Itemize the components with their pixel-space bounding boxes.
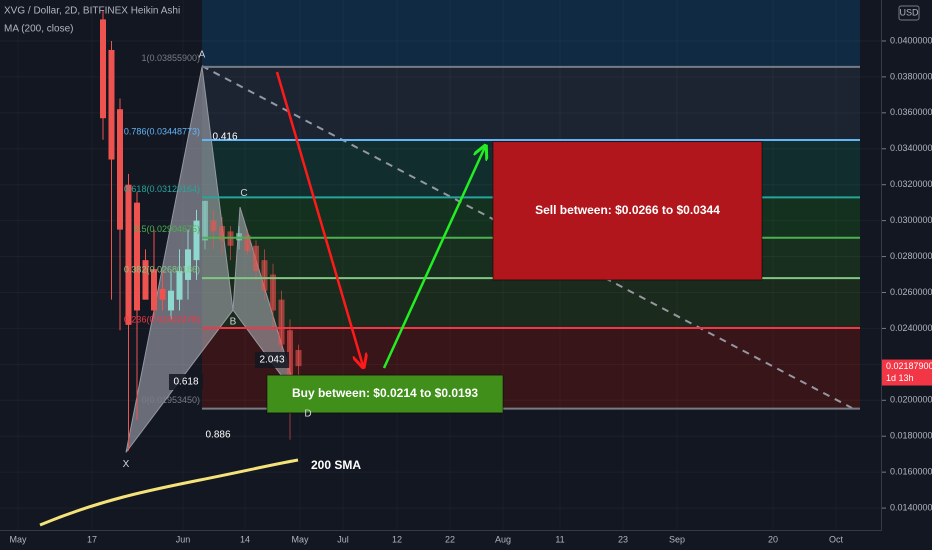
zone-box <box>492 141 763 281</box>
candle-body <box>134 202 140 311</box>
symbol-title: XVG / Dollar, 2D, BITFINEX Heikin Ashi <box>4 6 180 17</box>
y-tick-label: 0.04000000 <box>890 35 932 45</box>
x-tick-label: 22 <box>445 534 455 544</box>
ma-label: 200 SMA <box>311 458 361 472</box>
currency-box <box>898 5 920 21</box>
pattern-point-label: B <box>230 317 237 328</box>
fib-band <box>202 0 860 67</box>
candle-body <box>202 200 208 241</box>
ratio-label: 0.886 <box>205 430 230 441</box>
candle-body <box>185 249 191 280</box>
x-tick-label: May <box>9 534 27 544</box>
x-tick-label: 20 <box>768 534 778 544</box>
fib-label: 0.5(0.02904675) <box>134 224 200 234</box>
last-price-box <box>882 359 932 386</box>
pattern-point-label: C <box>240 188 247 199</box>
x-tick-label: Jul <box>337 534 349 544</box>
candle-body <box>295 349 302 367</box>
candle-body <box>287 330 293 376</box>
x-tick-label: 11 <box>555 534 564 544</box>
candle-body <box>270 274 276 311</box>
ratio-box <box>255 352 289 368</box>
candle-body <box>210 220 217 232</box>
ratio-label: 0.416 <box>212 132 237 143</box>
candle-body <box>159 288 166 300</box>
candle-body <box>261 260 268 291</box>
candle-body <box>253 245 259 271</box>
time-axis <box>0 530 932 550</box>
ratio-label: 0.618 <box>173 377 198 388</box>
x-tick-label: May <box>291 534 309 544</box>
fib-label: 0.382(0.02680186) <box>124 264 200 274</box>
candle-body <box>244 234 251 252</box>
candle-body <box>108 49 115 160</box>
x-tick-label: Jun <box>176 534 191 544</box>
x-tick-label: Aug <box>495 534 511 544</box>
down-arrow <box>275 71 363 366</box>
zone-box <box>266 374 504 414</box>
x-tick-label: Sep <box>669 534 685 544</box>
fib-label: 0(0.01953450) <box>141 395 200 405</box>
fib-band <box>202 278 860 328</box>
pattern-point-label: X <box>123 459 130 470</box>
candle-body <box>151 269 157 311</box>
ratio-label: 2.043 <box>259 355 284 366</box>
countdown-label: 1d 13h <box>886 373 914 383</box>
price-axis <box>882 0 932 550</box>
candle-body <box>125 184 132 325</box>
last-price-label: 0.02187900 <box>886 361 932 371</box>
candle-body <box>168 290 174 311</box>
fib-band <box>202 66 860 140</box>
up-arrow <box>382 147 485 369</box>
x-tick-label: 23 <box>618 534 628 544</box>
x-tick-label: Oct <box>829 534 844 544</box>
zone-text: Buy between: $0.0214 to $0.0193 <box>292 386 478 400</box>
ratio-box <box>169 374 203 390</box>
x-tick-label: 17 <box>87 534 97 544</box>
candle-body <box>117 109 123 230</box>
indicator-label: MA (200, close) <box>4 24 73 35</box>
candle-body <box>100 19 106 119</box>
fib-label: 0.618(0.03129164) <box>124 184 200 194</box>
fib-label: 0.786(0.03448773) <box>124 126 200 136</box>
x-tick-label: 14 <box>240 534 250 544</box>
candle-body <box>278 299 285 345</box>
candle-body <box>219 226 225 241</box>
pattern-point-label: D <box>304 409 311 420</box>
candle-body <box>142 260 149 300</box>
zone-text: Sell between: $0.0266 to $0.0344 <box>535 203 720 217</box>
currency: USD <box>899 7 919 17</box>
zones: 1(0.03855900) 0.786(0.03448773) 0.618(0.03… <box>124 53 860 414</box>
fib-label: 1(0.03855900) <box>141 53 200 63</box>
x-tick-label: 12 <box>392 534 402 544</box>
candle-body <box>193 220 200 261</box>
fib-label: 0.236(0.02402478) <box>124 314 200 324</box>
candle-body <box>176 270 183 300</box>
ma-line <box>39 458 299 527</box>
pattern-point-label: A <box>199 49 206 60</box>
